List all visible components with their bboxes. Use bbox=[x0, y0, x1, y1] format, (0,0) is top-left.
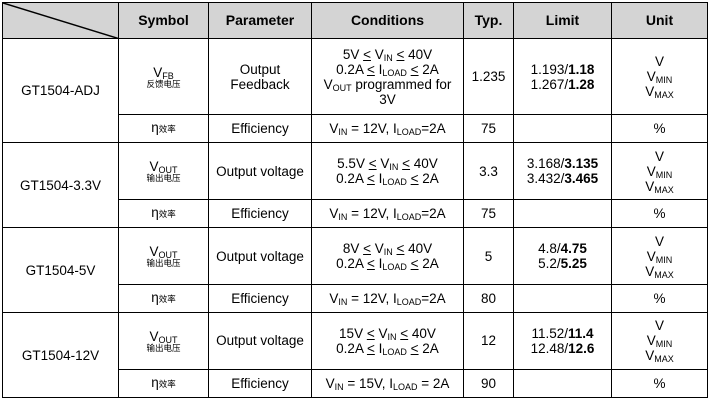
table-row: GT1504-12V VOUT 输出电压 Output voltage 15V … bbox=[2, 312, 708, 398]
conditions-cell: VIN = 12V, ILOAD=2A bbox=[311, 283, 464, 314]
unit-cell: % bbox=[611, 114, 708, 144]
device-cell: GT1504-12V bbox=[2, 312, 119, 398]
conditions-cell: VIN = 12V, ILOAD=2A bbox=[311, 114, 464, 144]
table-row: GT1504-3.3V VOUT 输出电压 Output voltage 5.5… bbox=[2, 142, 708, 229]
table-row: η效率 Efficiency VIN = 12V, ILOAD=2A 75 % bbox=[3, 114, 708, 144]
limit-cell: 4.8/4.75 5.2/5.25 bbox=[513, 227, 612, 285]
table-row: GT1504-5V VOUT 输出电压 Output voltage 8V < … bbox=[2, 227, 708, 314]
symbol-cn: 反馈电压 bbox=[146, 78, 181, 89]
header-symbol: Symbol bbox=[118, 1, 209, 40]
device-cell: GT1504-5V bbox=[2, 227, 119, 314]
typ-cell: 3.3 bbox=[463, 142, 514, 200]
limit-cell: 11.52/11.4 12.48/12.6 bbox=[513, 312, 612, 370]
unit-cell: V VMIN VMAX bbox=[611, 38, 708, 116]
typ-cell: 75 bbox=[463, 198, 514, 229]
conditions-cell: VIN = 12V, ILOAD=2A bbox=[311, 198, 464, 229]
unit-cell: V VMIN VMAX bbox=[611, 312, 708, 370]
symbol-cell: VOUT 输出电压 bbox=[118, 312, 209, 370]
header-unit: Unit bbox=[611, 1, 708, 40]
unit-cell: V VMIN VMAX bbox=[611, 142, 708, 200]
symbol-cn: 输出电压 bbox=[146, 342, 181, 353]
symbol-cell: η效率 bbox=[118, 283, 209, 314]
symbol-cn: 输出电压 bbox=[146, 258, 181, 269]
symbol-cell: VOUT 输出电压 bbox=[118, 142, 209, 200]
symbol-cell: VFB 反馈电压 bbox=[118, 38, 209, 116]
header-conditions: Conditions bbox=[311, 1, 464, 40]
unit-cell: % bbox=[611, 368, 708, 399]
symbol-cell: η效率 bbox=[118, 368, 209, 399]
limit-cell bbox=[513, 198, 612, 229]
conditions-cell: VIN = 15V, ILOAD = 2A bbox=[311, 368, 464, 399]
corner-cell bbox=[2, 1, 119, 40]
device-cell: GT1504-ADJ bbox=[2, 38, 119, 144]
conditions-cell: 5.5V < VIN < 40V 0.2A < ILOAD < 2A bbox=[311, 142, 464, 200]
conditions-cell: 15V < VIN < 40V 0.2A < ILOAD < 2A bbox=[311, 312, 464, 370]
conditions-cell: 8V < VIN < 40V 0.2A < ILOAD < 2A bbox=[311, 227, 464, 285]
header-row: Symbol Parameter Conditions Typ. Limit U… bbox=[2, 1, 708, 40]
typ-cell: 1.235 bbox=[463, 38, 514, 116]
typ-cell: 5 bbox=[463, 227, 514, 285]
parameter-cell: Output voltage bbox=[208, 142, 312, 200]
diagonal-line-icon bbox=[3, 3, 118, 38]
parameter-cell: Efficiency bbox=[208, 283, 312, 314]
typ-cell: 80 bbox=[463, 283, 514, 314]
header-limit: Limit bbox=[513, 1, 612, 40]
table-row: GT1504-ADJ VFB 反馈电压 Output Feedback 5V <… bbox=[2, 38, 708, 144]
parameter-cell: Output Feedback bbox=[208, 38, 312, 116]
parameter-cell: Output voltage bbox=[208, 312, 312, 370]
limit-cell bbox=[513, 283, 612, 314]
typ-cell: 90 bbox=[463, 368, 514, 399]
parameter-cell: Efficiency bbox=[208, 198, 312, 229]
parameter-cell: Efficiency bbox=[208, 368, 312, 399]
table-row: η效率 Efficiency VIN = 15V, ILOAD = 2A 90 … bbox=[3, 368, 708, 399]
symbol-cell: η效率 bbox=[118, 198, 209, 229]
symbol-cell: η效率 bbox=[118, 114, 209, 144]
unit-cell: % bbox=[611, 283, 708, 314]
parameter-cell: Efficiency bbox=[208, 114, 312, 144]
header-typ: Typ. bbox=[463, 1, 514, 40]
table-row: η效率 Efficiency VIN = 12V, ILOAD=2A 75 % bbox=[3, 198, 708, 229]
conditions-cell: 5V < VIN < 40V 0.2A < ILOAD < 2A VOUT pr… bbox=[311, 38, 464, 116]
typ-cell: 75 bbox=[463, 114, 514, 144]
unit-cell: % bbox=[611, 198, 708, 229]
symbol-cn: 输出电压 bbox=[146, 173, 181, 184]
table-row: η效率 Efficiency VIN = 12V, ILOAD=2A 80 % bbox=[3, 283, 708, 314]
unit-cell: V VMIN VMAX bbox=[611, 227, 708, 285]
limit-cell: 3.168/3.135 3.432/3.465 bbox=[513, 142, 612, 200]
limit-cell bbox=[513, 114, 612, 144]
limit-cell: 1.193/1.18 1.267/1.28 bbox=[513, 38, 612, 116]
limit-cell bbox=[513, 368, 612, 399]
device-cell: GT1504-3.3V bbox=[2, 142, 119, 229]
header-parameter: Parameter bbox=[208, 1, 312, 40]
parameter-cell: Output voltage bbox=[208, 227, 312, 285]
typ-cell: 12 bbox=[463, 312, 514, 370]
symbol-cell: VOUT 输出电压 bbox=[118, 227, 209, 285]
